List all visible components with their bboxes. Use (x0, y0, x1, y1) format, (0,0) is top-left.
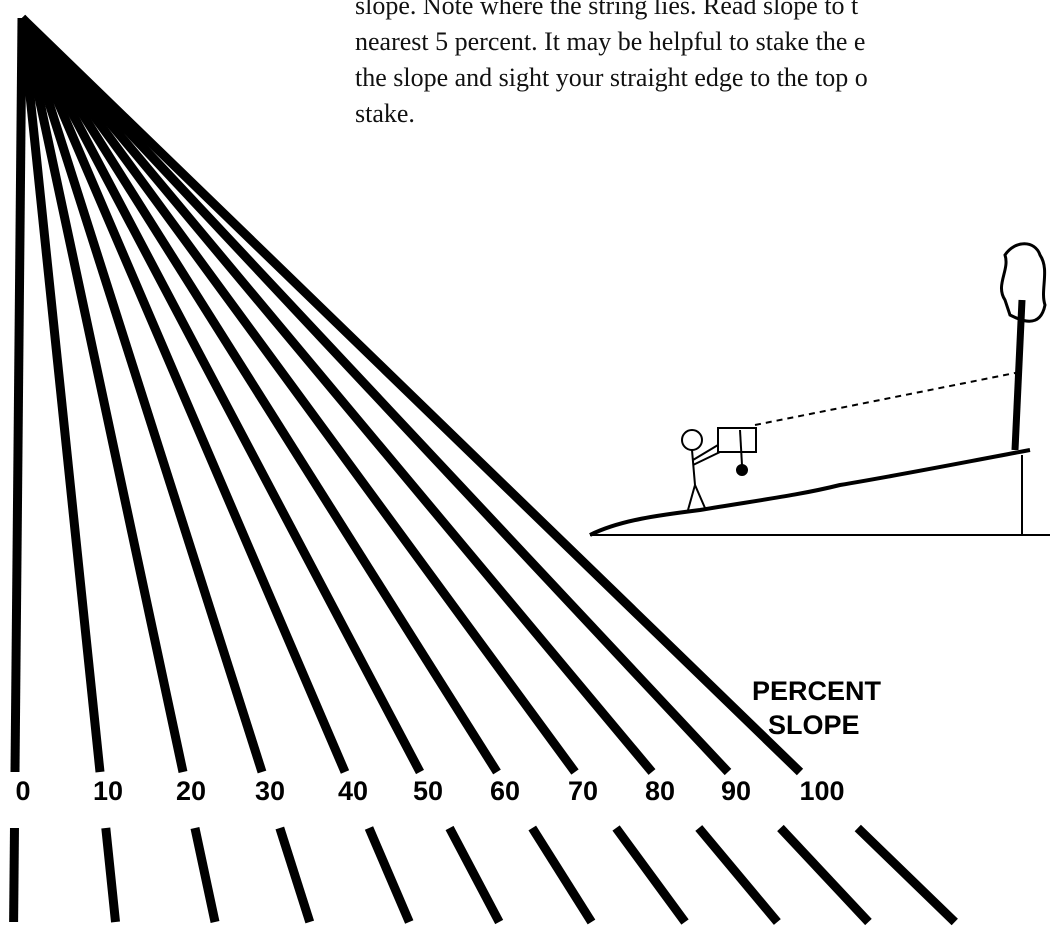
scale-line (18, 14, 732, 776)
text-line: the slope and sight your straight edge t… (355, 63, 868, 92)
fan: 0 10 20 30 40 50 60 70 80 90 100 (9, 14, 958, 926)
person-head (681, 429, 703, 451)
scale-label: 0 (15, 776, 30, 806)
text-line: nearest 5 percent. It may be helpful to … (355, 27, 865, 56)
scale-tick (854, 824, 958, 926)
scale-tick (190, 827, 220, 923)
scale-tick (612, 825, 689, 925)
scale-label: 70 (568, 776, 598, 806)
scale-label: 90 (721, 776, 751, 806)
scale-label: 10 (93, 776, 123, 806)
instructions: slope. Note where the string lies. Read … (355, 0, 868, 128)
scale-tick (364, 826, 414, 924)
scale-tick (695, 825, 781, 925)
scale-line (18, 15, 501, 775)
sight-line (754, 371, 1021, 426)
scale-label: 50 (413, 776, 443, 806)
scale-tick (9, 827, 19, 923)
tree-trunk (1011, 299, 1026, 451)
scale-line (18, 14, 804, 776)
illustration (589, 242, 1050, 537)
ground (589, 448, 1031, 537)
scale-line (10, 17, 27, 773)
scale-tick (528, 825, 596, 925)
scale-line (17, 17, 188, 773)
scale-tick (275, 826, 315, 924)
scale-line (17, 17, 105, 773)
scale-label: 40 (338, 776, 368, 806)
scale-title: SLOPE (768, 710, 860, 740)
plumb-bob (736, 464, 748, 476)
scale-label: 20 (176, 776, 206, 806)
scale-tick (777, 824, 872, 926)
scale-line (18, 15, 579, 775)
scale-tick (101, 827, 120, 923)
scale-label: 100 (799, 776, 844, 806)
scale-label: 80 (645, 776, 675, 806)
person-body (687, 444, 721, 511)
scale-tick (445, 825, 504, 925)
scale-line (18, 15, 656, 775)
text-line: slope. Note where the string lies. Read … (355, 0, 859, 20)
plumb-string (739, 429, 743, 466)
gauge (717, 427, 757, 453)
text-line: stake. (355, 99, 415, 128)
scale-title: PERCENT (752, 676, 882, 706)
tree-crown (999, 242, 1047, 323)
scale-line (17, 16, 267, 774)
scale-label: 60 (490, 776, 520, 806)
scale-label: 30 (255, 776, 285, 806)
scale-line (18, 15, 424, 775)
scale-line (17, 16, 350, 774)
